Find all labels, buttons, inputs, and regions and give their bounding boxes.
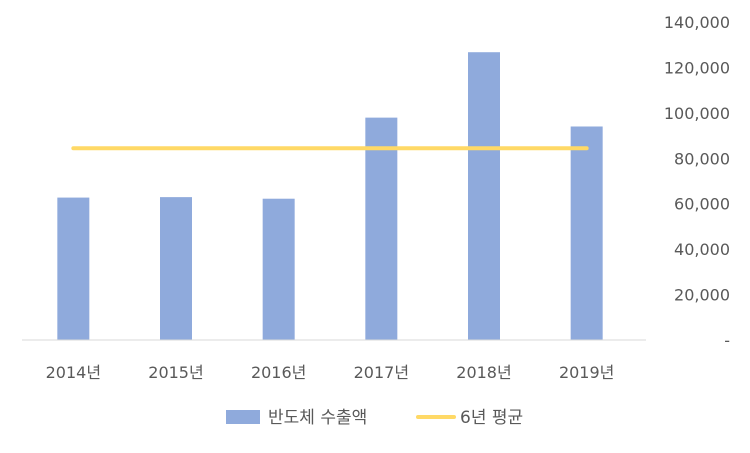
x-tick-label: 2019년 [559, 363, 614, 382]
x-tick-label: 2016년 [251, 363, 306, 382]
legend-label-bar: 반도체 수출액 [268, 408, 367, 428]
legend-label-line: 6년 평균 [460, 408, 523, 428]
y-tick-labels: - 20,000 40,000 60,000 80,000 100,000 120,000 1… [664, 13, 730, 350]
legend-swatch-bar [226, 410, 260, 424]
x-tick-label: 2017년 [354, 363, 409, 382]
y-tick-label: 120,000 [664, 58, 730, 77]
bar-2019년 [570, 126, 603, 340]
bar-2015년 [160, 197, 192, 340]
bar-series [57, 52, 603, 341]
bar-2018년 [468, 52, 500, 341]
bar-2016년 [262, 198, 295, 340]
legend: 반도체 수출액 6년 평균 [226, 408, 523, 428]
x-tick-label: 2015년 [148, 363, 203, 382]
y-tick-label: 100,000 [664, 104, 730, 123]
bar-2017년 [365, 117, 398, 341]
y-tick-label: 80,000 [674, 149, 730, 168]
x-tick-label: 2018년 [456, 363, 511, 382]
y-tick-label: 20,000 [674, 286, 730, 305]
y-tick-label: 140,000 [664, 13, 730, 32]
y-tick-label: - [724, 331, 730, 350]
x-tick-label: 2014년 [46, 363, 101, 382]
bar-2014년 [57, 197, 90, 340]
y-tick-label: 60,000 [674, 195, 730, 214]
x-tick-labels: 2014년 2015년 2016년 2017년 2018년 2019년 [46, 363, 615, 382]
y-tick-label: 40,000 [674, 240, 730, 259]
